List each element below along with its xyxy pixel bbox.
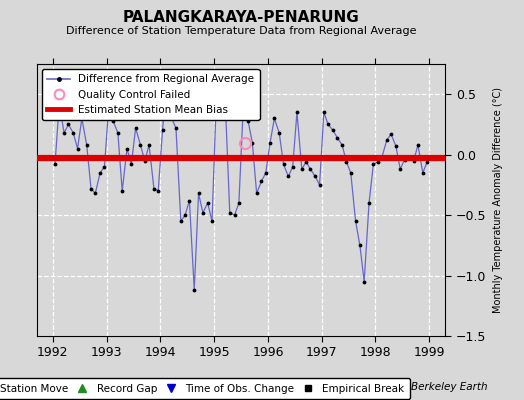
Text: Difference of Station Temperature Data from Regional Average: Difference of Station Temperature Data f… — [66, 26, 416, 36]
Legend: Station Move, Record Gap, Time of Obs. Change, Empirical Break: Station Move, Record Gap, Time of Obs. C… — [0, 378, 410, 399]
Y-axis label: Monthly Temperature Anomaly Difference (°C): Monthly Temperature Anomaly Difference (… — [493, 87, 503, 313]
Text: PALANGKARAYA-PENARUNG: PALANGKARAYA-PENARUNG — [123, 10, 359, 25]
Text: Berkeley Earth: Berkeley Earth — [411, 382, 487, 392]
